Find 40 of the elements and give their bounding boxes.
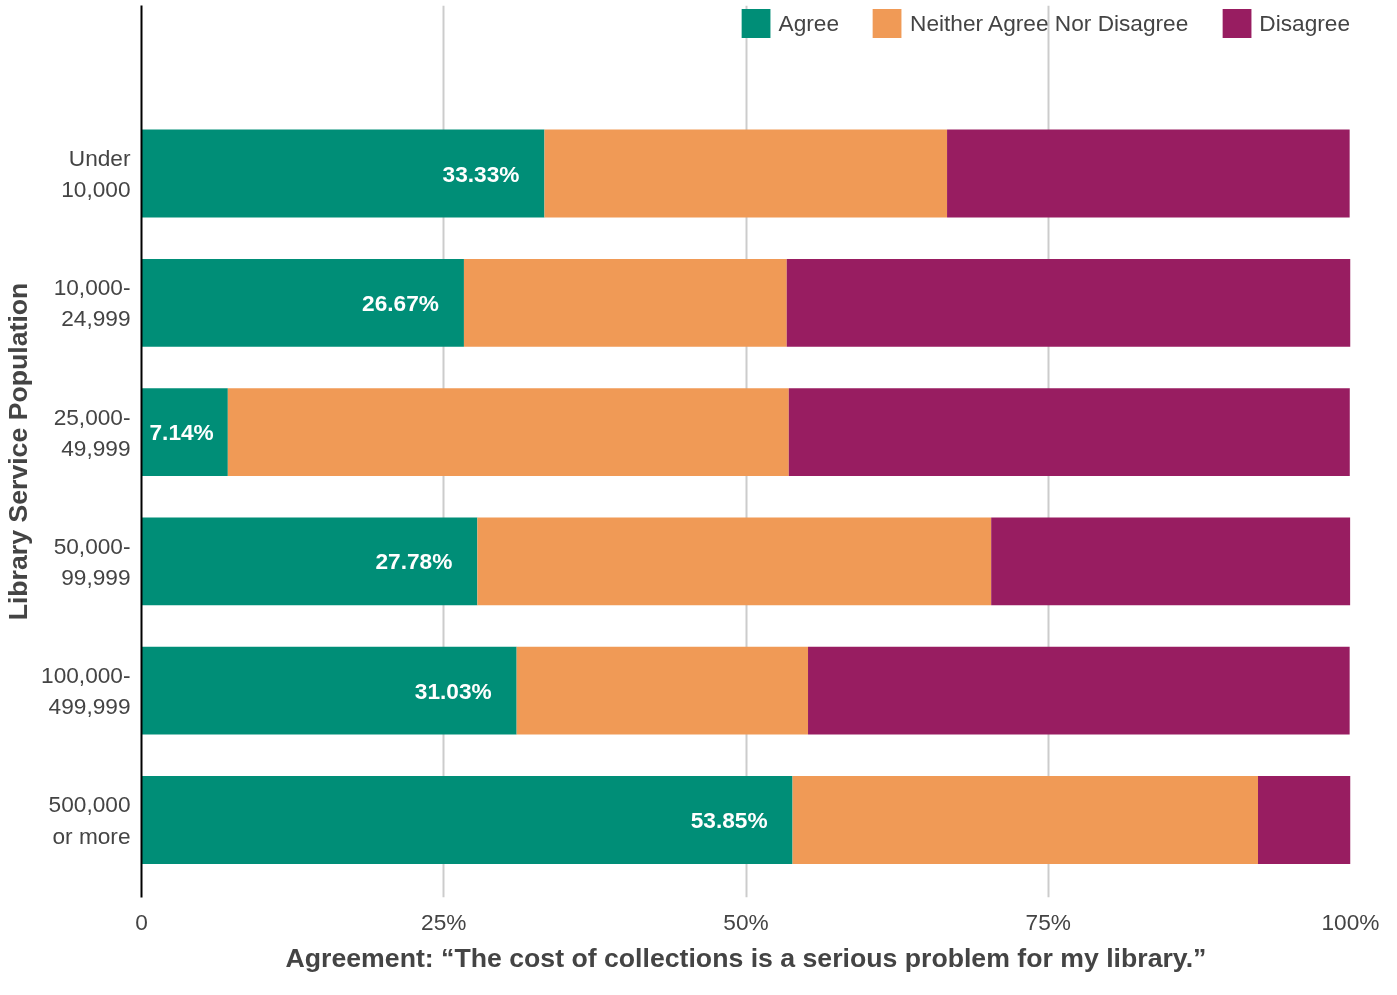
y-axis-title: Library Service Population (3, 282, 34, 621)
bar (788, 388, 1350, 477)
bar (477, 517, 992, 606)
data-label: 53.85% (690, 806, 768, 833)
bar (141, 388, 228, 477)
bar (141, 775, 793, 864)
x-tick-label: 75% (1025, 908, 1071, 935)
x-tick-label: 25% (421, 908, 467, 935)
legend-label: Neither Agree Nor Disagree (910, 9, 1189, 37)
bar (141, 646, 517, 735)
bar (991, 517, 1351, 606)
y-tick-label: 10,000- 24,999 (53, 274, 131, 332)
y-tick-label: Under 10,000 (61, 144, 131, 203)
y-tick-label: 500,000 or more (48, 791, 131, 849)
legend-label: Disagree (1259, 9, 1350, 37)
bar (808, 646, 1350, 735)
x-axis-title: Agreement: “The cost of collections is a serious problem for my library.” (285, 942, 1207, 973)
bar (516, 646, 809, 735)
bar (141, 129, 545, 218)
bar (141, 517, 478, 606)
data-label: 26.67% (362, 289, 439, 316)
y-tick-label: 50,000- 99,999 (53, 532, 131, 590)
y-tick-label: 25,000- 49,999 (53, 403, 131, 461)
bar (141, 258, 464, 347)
data-label: 7.14% (149, 419, 214, 446)
bar (792, 775, 1259, 864)
data-label: 27.78% (375, 548, 453, 575)
y-tick-label: 100,000- 499,999 (41, 662, 131, 720)
data-label: 31.03% (414, 677, 492, 704)
legend-label: Agree (778, 9, 840, 37)
bar (786, 258, 1351, 347)
bar (1258, 775, 1351, 864)
bar (227, 388, 789, 477)
bar (463, 258, 787, 347)
x-tick-label: 100% (1321, 908, 1380, 935)
x-tick-label: 50% (723, 908, 769, 935)
x-tick-label: 0 (135, 908, 148, 935)
bar (544, 129, 948, 218)
bar (947, 129, 1350, 218)
data-label: 33.33% (442, 160, 520, 187)
